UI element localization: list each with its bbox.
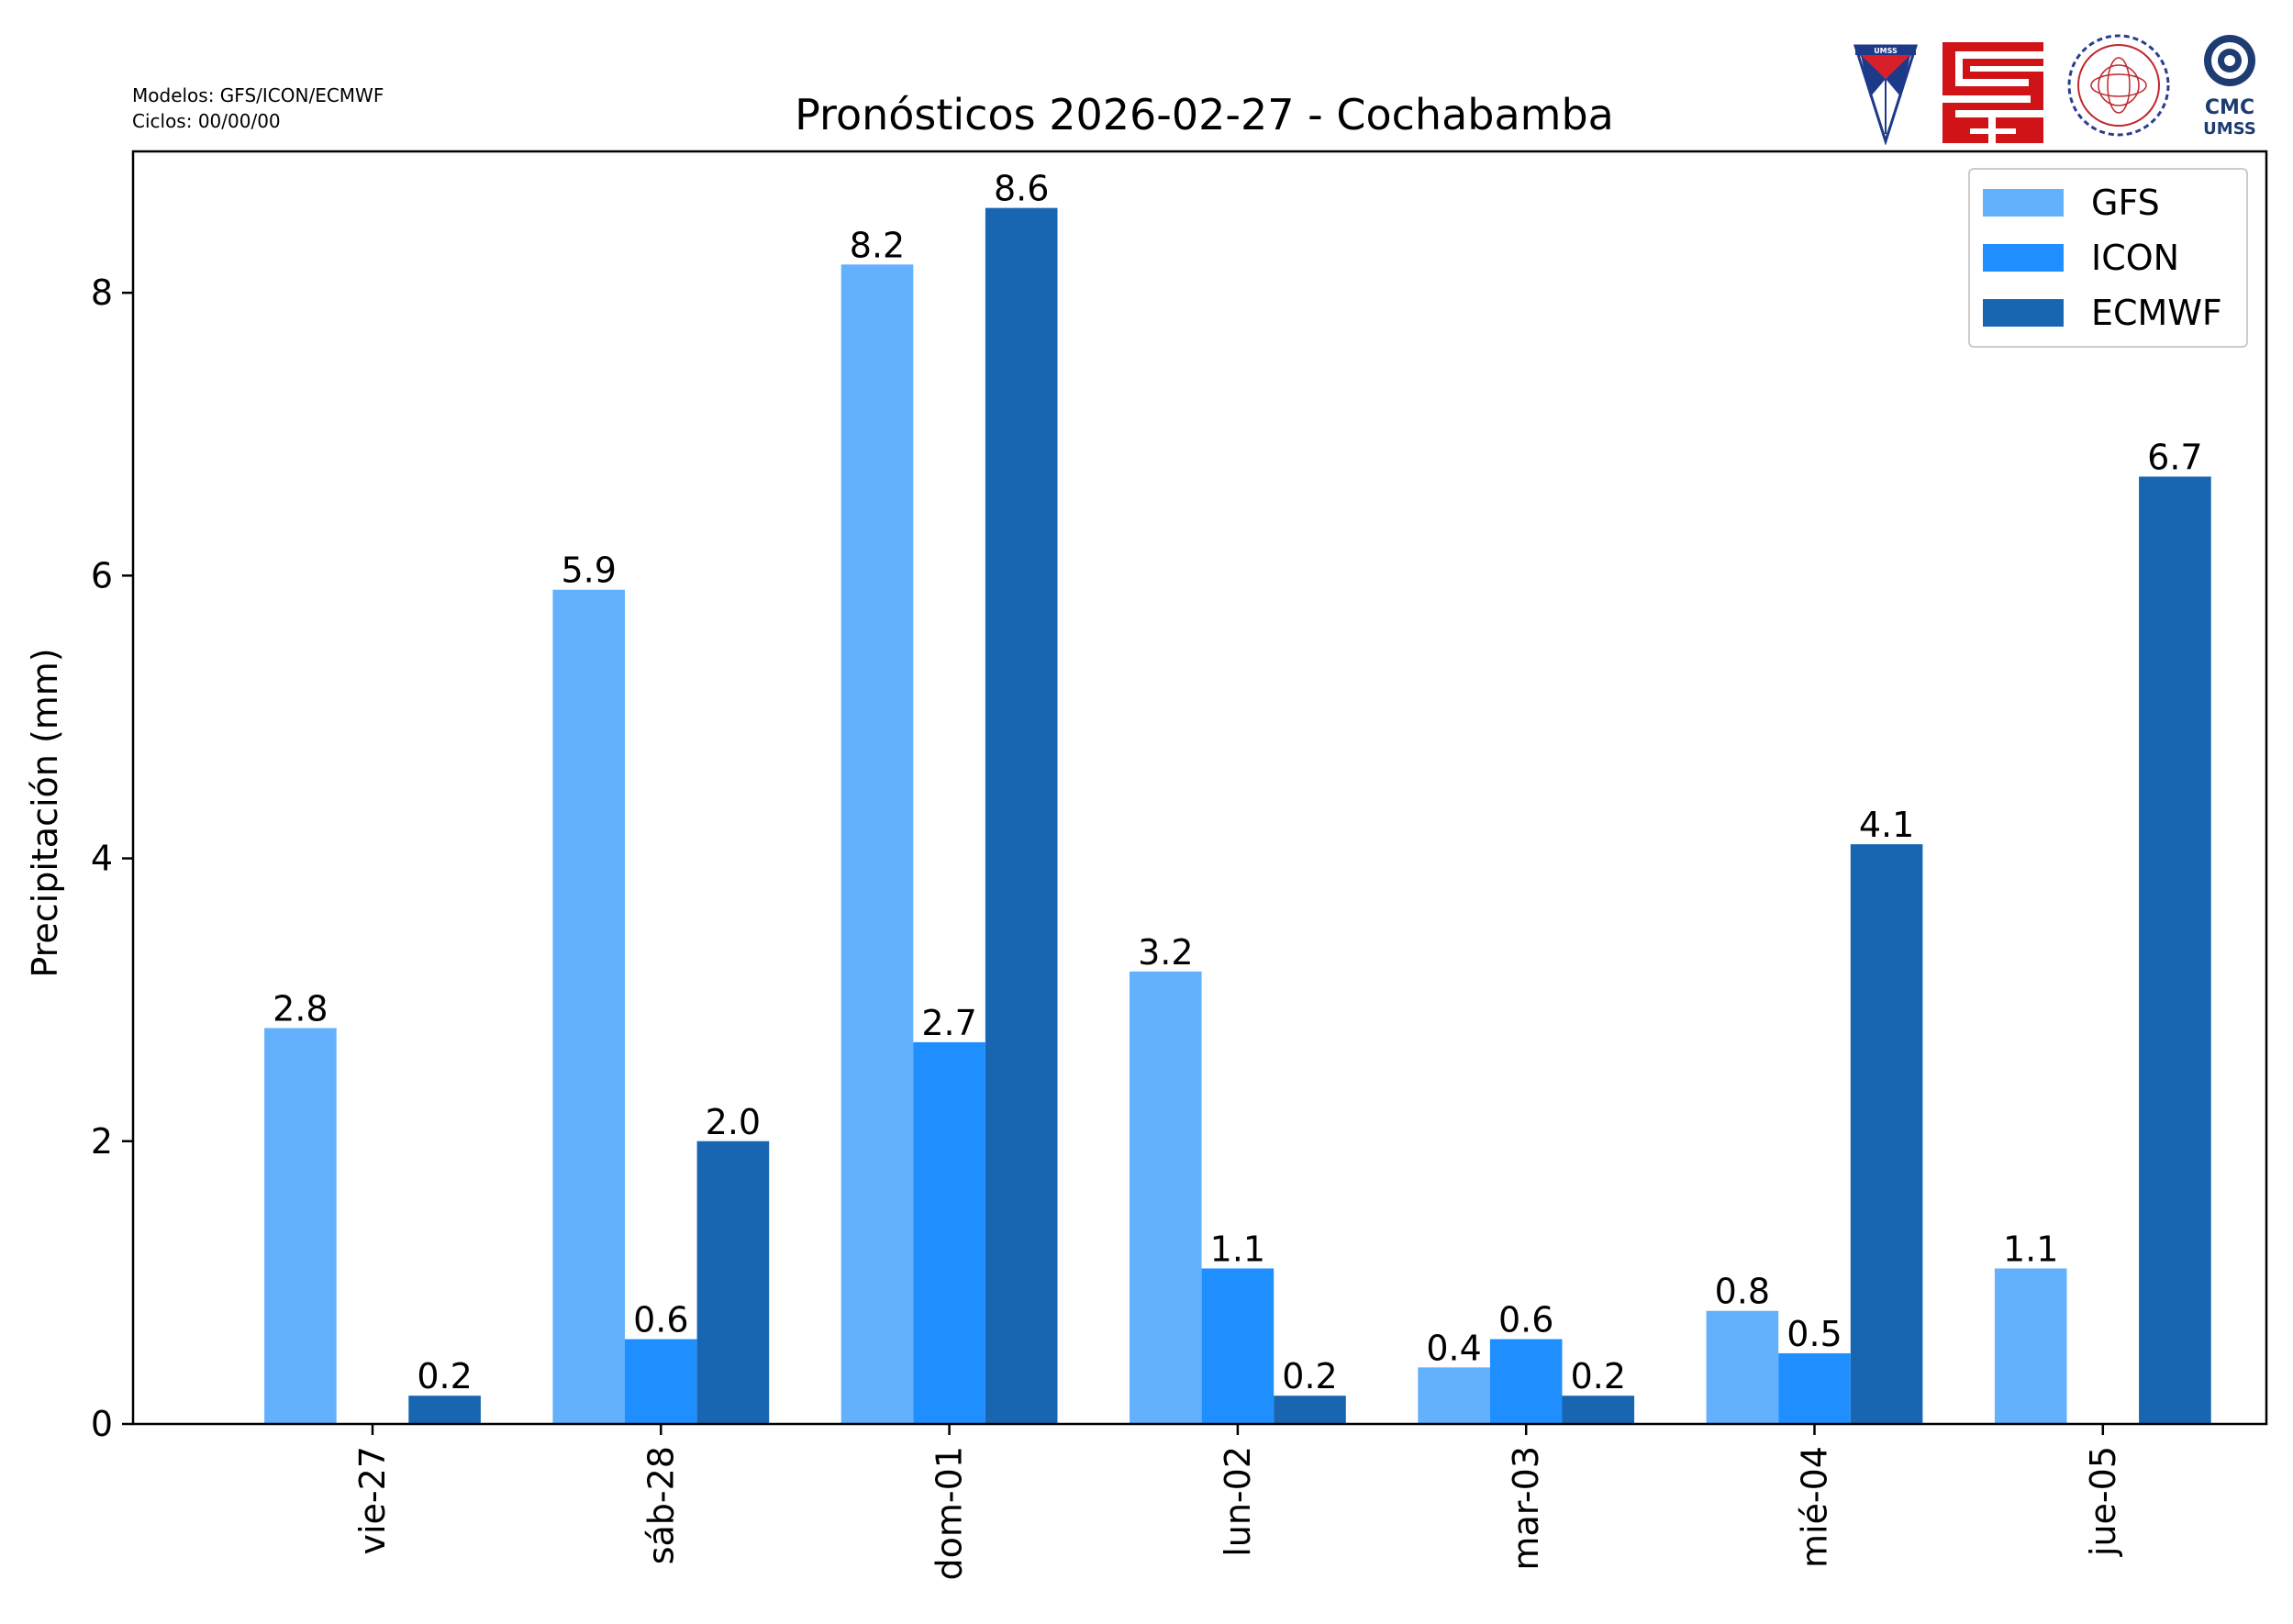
bar-ecmwf-4 [1562,1396,1635,1424]
x-tick-label-3: lun-02 [1218,1446,1258,1557]
faculty-logo [1942,42,2043,143]
bar-label-gfs-2: 8.2 [850,225,905,265]
legend-label-icon: ICON [2091,238,2180,278]
bar-gfs-3 [1130,971,1202,1424]
bar-label-icon-3: 1.1 [1210,1229,1265,1269]
bar-label-icon-2: 2.7 [921,1003,976,1043]
bar-label-ecmwf-6: 6.7 [2147,437,2202,477]
y-axis-label: Precipitación (mm) [25,648,65,977]
bar-ecmwf-2 [985,207,1058,1425]
x-tick-label-5: mié-04 [1795,1446,1835,1568]
legend-item-ecmwf: ECMWF [1983,293,2222,333]
x-tick-label-1: sáb-28 [640,1446,681,1564]
legend-item-gfs: GFS [1983,183,2160,223]
bar-label-icon-4: 0.6 [1498,1300,1553,1340]
bar-label-gfs-5: 0.8 [1715,1272,1770,1312]
cycles-note: Ciclos: 00/00/00 [132,110,281,132]
bar-label-ecmwf-0: 0.2 [417,1356,472,1396]
legend-swatch-icon [1983,244,2064,272]
legend-item-icon: ICON [1983,238,2180,278]
bar-gfs-4 [1418,1367,1490,1424]
bar-gfs-5 [1706,1310,1779,1424]
cmc-sub-text: UMSS [2203,119,2256,139]
bar-labels-layer: 2.8 5.9 8.2 3.2 0.4 0.8 1.1 0.6 2.7 1.1 0.6 0.5 0.2 2… [273,169,2202,1397]
bar-icon-3 [1201,1268,1275,1424]
bar-ecmwf-0 [408,1396,481,1424]
bar-ecmwf-6 [2139,476,2211,1424]
bar-icon-1 [625,1339,697,1424]
physics-department-logo [2067,34,2170,137]
bar-ecmwf-1 [696,1140,770,1424]
axes-layer: 0 2 4 6 8 vie-27 sáb-28 dom-01 lun-02 mar-03 mié-0… [91,150,2268,1580]
x-tick-label-2: dom-01 [929,1446,970,1580]
legend-swatch-ecmwf [1983,299,2064,327]
x-tick-label-4: mar-03 [1506,1446,1546,1571]
y-tick-label-2: 4 [91,839,113,879]
legend-swatch-gfs [1983,189,2064,217]
bar-label-icon-5: 0.5 [1787,1314,1842,1354]
bar-gfs-2 [840,264,914,1425]
umss-shield-logo: UMSS [1853,44,1919,145]
x-tick-label-6: jue-05 [2083,1446,2123,1557]
bar-label-icon-1: 0.6 [633,1300,688,1340]
bar-label-ecmwf-5: 4.1 [1859,805,1914,845]
chart-title: Pronósticos 2026-02-27 - Cochabamba [795,90,1614,139]
umss-shield-text: UMSS [1874,47,1898,55]
bar-label-gfs-1: 5.9 [561,551,616,591]
bar-icon-2 [913,1041,985,1424]
plot-frame [131,150,2268,1426]
bar-label-gfs-3: 3.2 [1138,932,1193,973]
cmc-umss-logo: CMC UMSS [2203,35,2256,139]
bar-ecmwf-3 [1274,1396,1346,1424]
y-tick-label-1: 2 [91,1121,113,1162]
cmc-text: CMC [2205,96,2254,119]
legend-label-ecmwf: ECMWF [2091,293,2222,333]
bar-icon-5 [1778,1352,1851,1424]
bar-ecmwf-5 [1850,844,1923,1424]
y-tick-label-3: 6 [91,555,113,595]
y-tick-label-0: 0 [91,1404,113,1444]
bar-gfs-6 [1994,1268,2067,1424]
bars-layer [264,207,2211,1425]
bar-label-ecmwf-2: 8.6 [994,169,1049,209]
bar-label-gfs-0: 2.8 [273,988,328,1029]
bar-label-ecmwf-3: 0.2 [1282,1356,1337,1396]
bar-gfs-0 [264,1028,337,1424]
bar-label-ecmwf-4: 0.2 [1571,1356,1626,1396]
y-tick-label-4: 8 [91,273,113,313]
bar-label-gfs-4: 0.4 [1426,1328,1481,1368]
legend: GFS ICON ECMWF [1968,168,2248,348]
models-note: Modelos: GFS/ICON/ECMWF [132,84,384,106]
x-tick-label-0: vie-27 [352,1446,393,1555]
bar-label-gfs-6: 1.1 [2003,1229,2058,1269]
bar-label-ecmwf-1: 2.0 [706,1102,761,1142]
bar-gfs-1 [552,589,625,1424]
bar-icon-4 [1489,1339,1563,1424]
legend-label-gfs: GFS [2091,183,2160,223]
